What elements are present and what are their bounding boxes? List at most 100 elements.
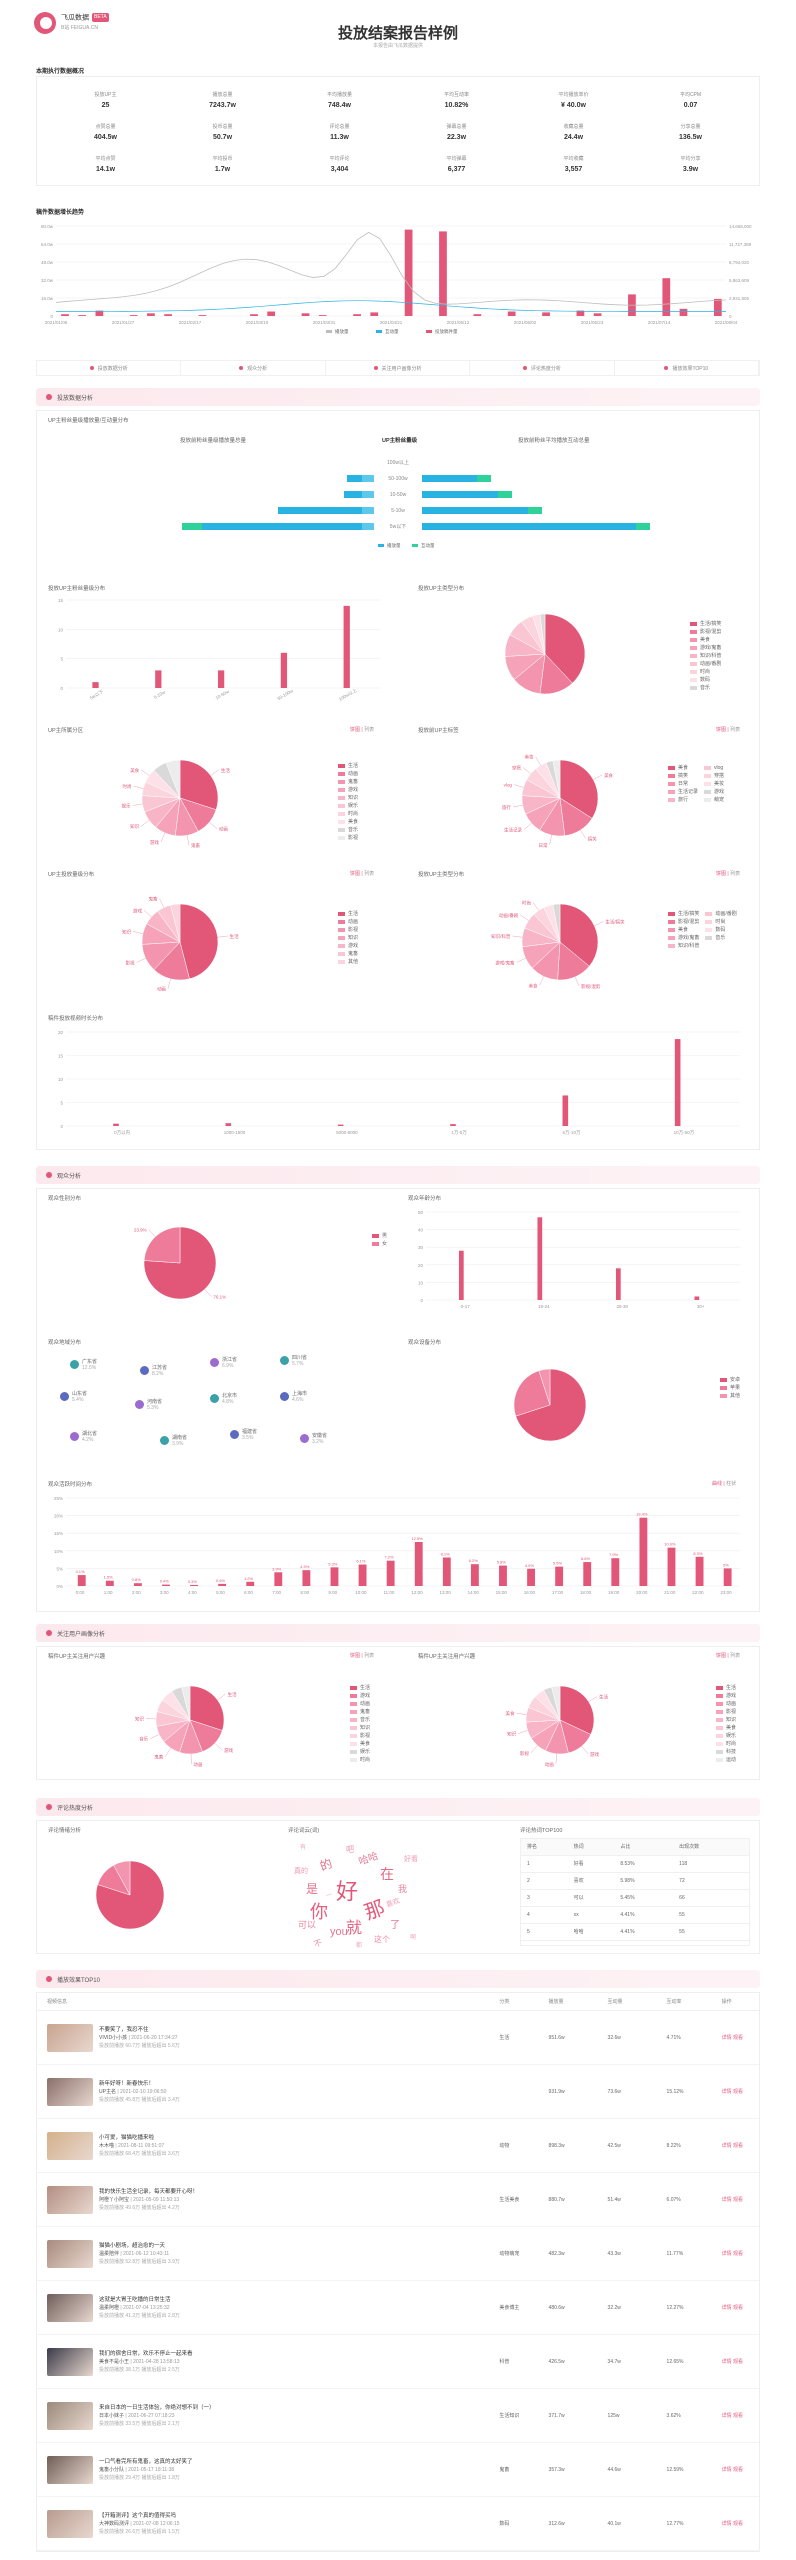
video-thumbnail[interactable] [47, 2293, 93, 2322]
video-title[interactable]: 一口气看完所有鬼畜，这真的太好笑了 [99, 2458, 193, 2465]
watch-link[interactable]: 观看 [733, 2035, 744, 2041]
watch-link[interactable]: 观看 [733, 2089, 744, 2095]
top10-row[interactable]: 【开箱测评】这个真的值得买吗 大神数码测评 | 2021-07-08 12:06:… [37, 2497, 759, 2551]
cloud-word: 都 [356, 1943, 363, 1949]
video-thumbnail[interactable] [47, 2023, 93, 2052]
bar [77, 1575, 86, 1586]
video-actions: 详情 观看 [722, 2088, 759, 2095]
top10-row[interactable]: 我的快乐生活全记录，每天都要开心呀！ 阿橙丫小阿宝 | 2021-05-09 11… [37, 2173, 759, 2227]
y-tick-left: 64.0w [41, 242, 54, 247]
detail-link[interactable]: 详情 [721, 2251, 732, 2257]
top10-row[interactable]: 来自日本的一日生活体验，你绝对想不到（一） 日本小妹子 | 2021-06-27 … [37, 2389, 759, 2443]
geo-city-pct: 12.5% [82, 1365, 97, 1371]
video-title[interactable]: 新年好呀！新春快乐！ [99, 2080, 155, 2087]
detail-link[interactable]: 详情 [721, 2467, 732, 2473]
y-tick: 15 [58, 598, 64, 603]
top10-row[interactable]: 新年好呀！新春快乐！ UP主名 | 2021-02-10 19:06:50 投放前播… [37, 2065, 759, 2119]
switch-list-2[interactable]: 列表 [730, 727, 741, 733]
switch-curve[interactable]: 曲线 [712, 1481, 723, 1487]
video-thumbnail[interactable] [47, 2185, 93, 2214]
video-title[interactable]: 我们的宿舍日常，欢乐不停止一起来看 [99, 2350, 193, 2357]
legend-item: 游戏 [338, 942, 358, 950]
legend-item: 游戏 [704, 788, 734, 796]
top10-row[interactable]: 一口气看完所有鬼畜，这真的太好笑了 鬼畜小分队 | 2021-05-17 18:1… [37, 2443, 759, 2497]
switch-bar[interactable]: 柱状 [726, 1481, 737, 1487]
watch-link[interactable]: 观看 [733, 2143, 744, 2149]
up-name[interactable]: VIVID小小孩 [99, 2034, 128, 2041]
switch-pie-2[interactable]: 饼图 [716, 727, 727, 733]
switch-pie-3[interactable]: 饼图 [350, 871, 361, 877]
detail-link[interactable]: 详情 [721, 2089, 732, 2095]
video-thumbnail[interactable] [47, 2131, 93, 2160]
switch-list-6[interactable]: 列表 [730, 1653, 741, 1659]
data-label: 3.1% [75, 1569, 85, 1574]
detail-link[interactable]: 详情 [721, 2305, 732, 2311]
ups-slice [170, 903, 181, 943]
up-name[interactable]: 日本小妹子 [99, 2412, 125, 2419]
video-title[interactable]: 猫猫小剧场，超治愈的一天 [99, 2242, 166, 2249]
top10-row[interactable]: 小可爱，猫猫吃播来啦 木木喵 | 2021-08-11 09:51:07 投放前播放… [37, 2119, 759, 2173]
video-title[interactable]: 这就是大胃王吃播的日常生活 [99, 2296, 171, 2303]
detail-link[interactable]: 详情 [721, 2143, 732, 2149]
top10-row[interactable]: 我们的宿舍日常，欢乐不停止一起来看 美食不是小王 | 2021-04-28 13:… [37, 2335, 759, 2389]
table-cell: 55 [673, 1923, 749, 1941]
switch-pie-4[interactable]: 饼图 [716, 871, 727, 877]
video-thumbnail[interactable] [47, 2401, 93, 2430]
legend-label: 鬼畜 [348, 951, 359, 957]
top10-row[interactable]: 猫猫小剧场，超治愈的一天 温柔陪伴 | 2021-06-12 10:43:11 投放… [37, 2227, 759, 2281]
video-meta: 投放前播放 52.8万 播放后超出 3.9万 [99, 2258, 180, 2265]
video-title[interactable]: 我的快乐生活全记录，每天都要开心呀！ [99, 2188, 199, 2195]
video-thumbnail[interactable] [47, 2239, 93, 2268]
logo[interactable]: 飞瓜数据 BETA B站 FEIGUA.CN [34, 12, 109, 34]
up-name[interactable]: 鬼畜小分队 [99, 2466, 125, 2473]
up-name[interactable]: UP主名 [99, 2088, 116, 2095]
watch-link[interactable]: 观看 [733, 2467, 744, 2473]
detail-link[interactable]: 详情 [721, 2197, 732, 2203]
switch-pie[interactable]: 饼图 [350, 727, 361, 733]
video-thumbnail[interactable] [47, 2509, 93, 2538]
video-title[interactable]: 不要笑了，我忍不住 [99, 2026, 149, 2033]
video-title[interactable]: 【开箱测评】这个真的值得买吗 [99, 2512, 177, 2519]
watch-link[interactable]: 观看 [733, 2521, 744, 2527]
watch-link[interactable]: 观看 [733, 2359, 744, 2365]
watch-link[interactable]: 观看 [733, 2305, 744, 2311]
nav-item-1[interactable]: 观众分析 [181, 361, 326, 375]
up-name[interactable]: 温柔陪伴 [99, 2250, 120, 2257]
up-name[interactable]: 阿橙丫小阿宝 [99, 2196, 130, 2203]
video-title[interactable]: 小可爱，猫猫吃播来啦 [99, 2134, 155, 2141]
up-name[interactable]: 木木喵 [99, 2142, 115, 2149]
video-thumbnail[interactable] [47, 2455, 93, 2484]
up-name[interactable]: 美食不是小王 [99, 2358, 130, 2365]
switch-pie-6[interactable]: 饼图 [716, 1653, 727, 1659]
video-title[interactable]: 来自日本的一日生活体验，你绝对想不到（一） [99, 2404, 215, 2411]
top10-row[interactable]: 这就是大胃王吃播的日常生活 温柔阿橙 | 2021-07-04 13:25:32 投… [37, 2281, 759, 2335]
video-meta: 投放前播放 26.6万 播放后超出 1.5万 [99, 2528, 180, 2535]
nav-item-0[interactable]: 投放数据分析 [37, 361, 182, 375]
switch-list-5[interactable]: 列表 [364, 1653, 375, 1659]
switch-list-4[interactable]: 列表 [730, 871, 741, 877]
switch-pie-5[interactable]: 饼图 [350, 1653, 361, 1659]
watch-link[interactable]: 观看 [733, 2413, 744, 2419]
switch-list[interactable]: 列表 [364, 727, 375, 733]
watch-link[interactable]: 观看 [733, 2251, 744, 2257]
up-name[interactable]: 大神数码测评 [99, 2520, 130, 2527]
legend-swatch [338, 803, 345, 808]
detail-link[interactable]: 详情 [721, 2521, 732, 2527]
detail-link[interactable]: 详情 [721, 2413, 732, 2419]
switch-list-3[interactable]: 列表 [364, 871, 375, 877]
video-info: 我们的宿舍日常，欢乐不停止一起来看 美食不是小王 | 2021-04-28 13:… [47, 2347, 499, 2376]
video-thumbnail[interactable] [47, 2077, 93, 2106]
top10-row[interactable]: 不要笑了，我忍不住 VIVID小小孩 | 2021-06-20 17:34:27 投… [37, 2011, 759, 2065]
nav-item-4[interactable]: 播放效果TOP10 [615, 361, 760, 375]
legend-swatch [412, 544, 418, 547]
pie-label-line [532, 902, 539, 911]
watch-link[interactable]: 观看 [733, 2197, 744, 2203]
detail-link[interactable]: 详情 [721, 2035, 732, 2041]
kpi-item: 平均弹幕 6,377 [398, 155, 515, 173]
detail-link[interactable]: 详情 [721, 2359, 732, 2365]
y-tick: 10 [58, 627, 64, 632]
nav-item-2[interactable]: 关注用户画像分析 [326, 361, 471, 375]
nav-item-3[interactable]: 评论热度分析 [470, 361, 615, 375]
up-name[interactable]: 温柔阿橙 [99, 2304, 120, 2311]
video-thumbnail[interactable] [47, 2347, 93, 2376]
